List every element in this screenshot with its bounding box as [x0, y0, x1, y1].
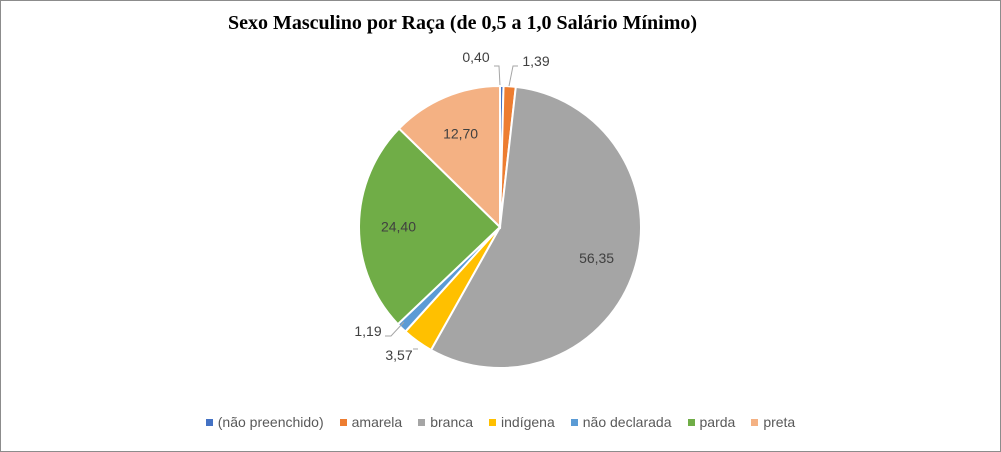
data-label-preta: 12,70: [443, 126, 478, 142]
data-label-nao-declarada: 1,19: [354, 323, 381, 339]
legend-swatch: [339, 418, 347, 426]
data-label-parda: 24,40: [381, 218, 416, 234]
legend-label: indígena: [501, 414, 555, 430]
legend-swatch: [205, 418, 213, 426]
legend-swatch: [687, 418, 695, 426]
legend-item-branca: branca: [418, 414, 473, 430]
legend-item-nao-declarada: não declarada: [570, 414, 672, 430]
legend-item-indigena: indígena: [489, 414, 555, 430]
leader-line-nao-preenchido: [494, 65, 501, 87]
leader-line-nao-declarada: [385, 321, 405, 337]
legend-swatch: [570, 418, 578, 426]
legend-swatch: [418, 418, 426, 426]
data-label-nao-preenchido: 0,40: [462, 49, 489, 65]
legend-item-nao-preenchido: (não preenchido): [205, 414, 324, 430]
data-label-branca: 56,35: [579, 250, 614, 266]
pie-slice-preta: [397, 84, 501, 230]
pie-slice-branca: [429, 85, 642, 369]
data-label-amarela: 1,39: [522, 53, 549, 69]
legend-item-parda: parda: [687, 414, 736, 430]
legend-label: branca: [430, 414, 474, 430]
legend-swatch: [489, 418, 497, 426]
legend-item-amarela: amarela: [339, 414, 403, 430]
legend-label: (não preenchido): [217, 414, 324, 430]
legend-label: amarela: [351, 414, 403, 430]
legend-label: preta: [763, 414, 796, 430]
chart-legend: (não preenchido) amarela branca indígena não…: [0, 414, 1001, 430]
pie-slice-parda: [357, 127, 502, 326]
legend-label: parda: [699, 414, 736, 430]
chart-title: Sexo Masculino por Raça (de 0,5 a 1,0 Sa…: [227, 12, 698, 34]
legend-swatch: [751, 418, 759, 426]
leader-line-amarela: [508, 65, 518, 87]
legend-label: não declarada: [582, 414, 672, 430]
data-label-indigena: 3,57: [385, 347, 412, 363]
legend-item-preta: preta: [751, 414, 795, 430]
